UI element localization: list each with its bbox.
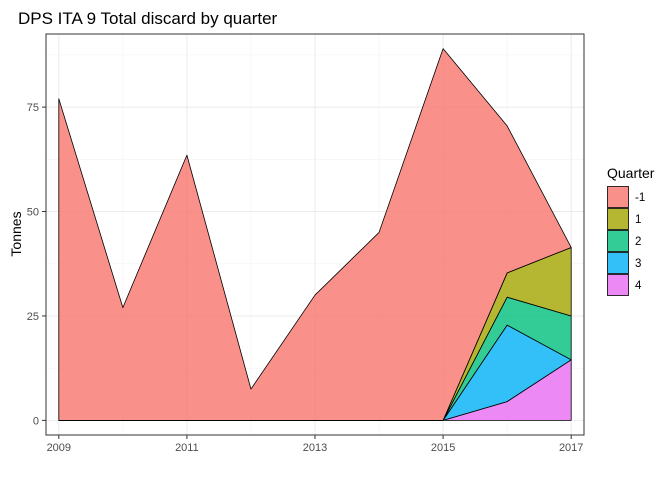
area-series--1 bbox=[58, 48, 572, 421]
axes: 2009 2011 2013 2015 2017 0 25 50 75 bbox=[27, 102, 584, 454]
legend-swatch-3 bbox=[607, 252, 629, 274]
legend-label-1: 1 bbox=[635, 214, 641, 226]
y-tick-label: 25 bbox=[27, 311, 39, 323]
legend-swatch-4 bbox=[607, 274, 629, 296]
x-tick-label: 2015 bbox=[431, 442, 455, 454]
x-tick-label: 2011 bbox=[175, 442, 199, 454]
legend-swatch--1 bbox=[607, 186, 629, 208]
x-tick-label: 2017 bbox=[559, 442, 583, 454]
legend-label-2: 2 bbox=[635, 236, 641, 248]
y-tick-label: 50 bbox=[27, 207, 39, 219]
legend-label-4: 4 bbox=[635, 280, 642, 292]
legend-label-3: 3 bbox=[635, 258, 641, 270]
area-layer bbox=[58, 48, 572, 421]
x-tick-label: 2013 bbox=[303, 442, 327, 454]
legend: -1 1 2 3 4 bbox=[607, 186, 645, 296]
chart-title: DPS ITA 9 Total discard by quarter bbox=[18, 9, 278, 28]
y-axis-title: Tonnes bbox=[8, 211, 24, 256]
legend-swatch-2 bbox=[607, 230, 629, 252]
legend-label--1: -1 bbox=[635, 192, 645, 204]
legend-swatch-1 bbox=[607, 208, 629, 230]
x-tick-label: 2009 bbox=[47, 442, 71, 454]
y-tick-label: 0 bbox=[33, 415, 39, 427]
legend-title: Quarter bbox=[607, 165, 655, 181]
y-tick-label: 75 bbox=[27, 102, 39, 114]
